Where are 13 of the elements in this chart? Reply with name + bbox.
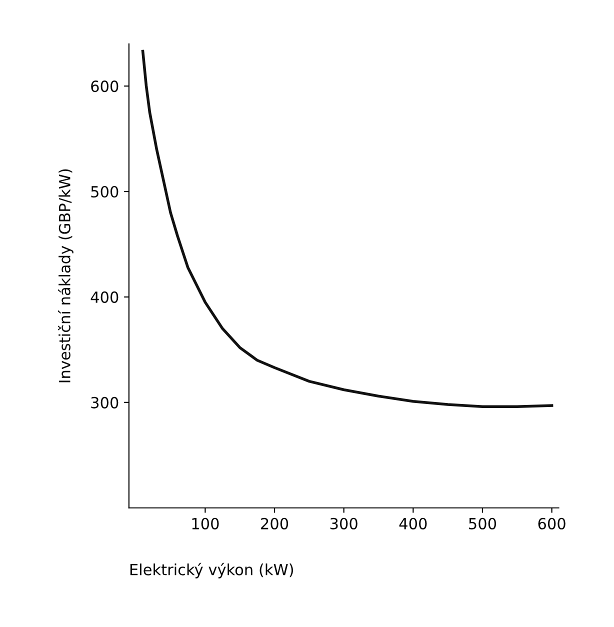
x-tick-label: 500 [469, 518, 496, 530]
x-tick-label: 100 [192, 518, 219, 530]
y-tick-label: 300 [91, 396, 118, 408]
line-series [141, 50, 554, 408]
x-tick-label: 600 [538, 518, 566, 530]
y-tick-label: 500 [91, 186, 118, 198]
y-tick-label: 600 [91, 80, 118, 92]
x-axis-title: Elektrický výkon (kW) [130, 562, 294, 578]
y-tick-label: 400 [90, 291, 118, 303]
x-tick-label: 200 [261, 518, 288, 530]
x-tick-label: 300 [330, 518, 358, 530]
y-axis-title: Investiční náklady (GBP/kW) [58, 169, 74, 382]
x-tick-label: 400 [399, 518, 427, 530]
